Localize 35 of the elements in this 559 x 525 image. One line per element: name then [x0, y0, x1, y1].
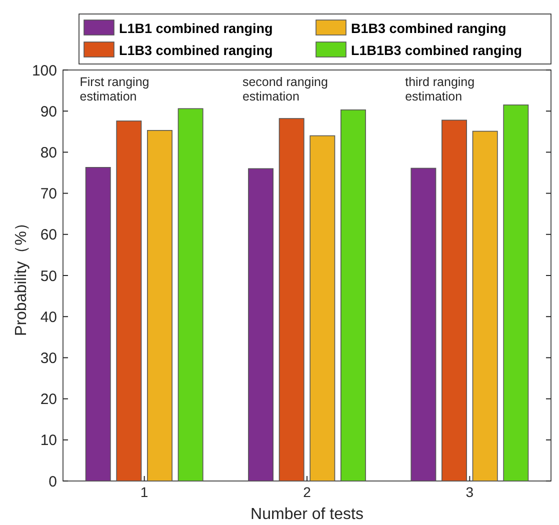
bar — [147, 130, 172, 482]
legend-label: L1B1B3 combined ranging — [351, 43, 522, 58]
bar — [503, 104, 529, 482]
annotation: third ranging estimation — [405, 75, 475, 104]
y-tick-label: 30 — [40, 350, 57, 367]
y-tick-label: 60 — [40, 226, 57, 244]
bar — [310, 135, 336, 482]
y-axis-title: Probability（%） — [13, 215, 30, 336]
legend-label: L1B3 combined ranging — [119, 43, 273, 58]
bar — [340, 109, 366, 482]
bar — [248, 168, 274, 482]
bar — [410, 168, 436, 482]
y-tick-label: 90 — [40, 103, 57, 120]
legend-label: B1B3 combined ranging — [351, 21, 506, 36]
y-tick-label: 10 — [40, 432, 57, 450]
y-tick-label: 50 — [40, 268, 57, 285]
bar — [85, 167, 111, 482]
y-tick-label: 100 — [32, 62, 57, 80]
bar — [116, 120, 142, 482]
annotation: First ranging estimation — [80, 75, 150, 104]
x-tick-label: 2 — [303, 484, 312, 500]
bar — [278, 118, 304, 482]
x-axis-title: Number of tests — [250, 506, 364, 523]
x-tick-label: 3 — [466, 484, 474, 500]
y-tick-label: 70 — [40, 186, 57, 203]
y-tick-label: 0 — [48, 473, 57, 490]
bar — [442, 120, 467, 482]
legend-label: L1B1 combined ranging — [119, 21, 273, 36]
y-tick-label: 20 — [40, 391, 57, 408]
bar — [178, 108, 204, 482]
x-tick-label: 1 — [140, 484, 148, 500]
y-tick-label: 40 — [40, 308, 57, 326]
annotation: second ranging estimation — [242, 75, 328, 104]
bar — [472, 130, 498, 482]
y-tick-label: 80 — [40, 144, 57, 162]
